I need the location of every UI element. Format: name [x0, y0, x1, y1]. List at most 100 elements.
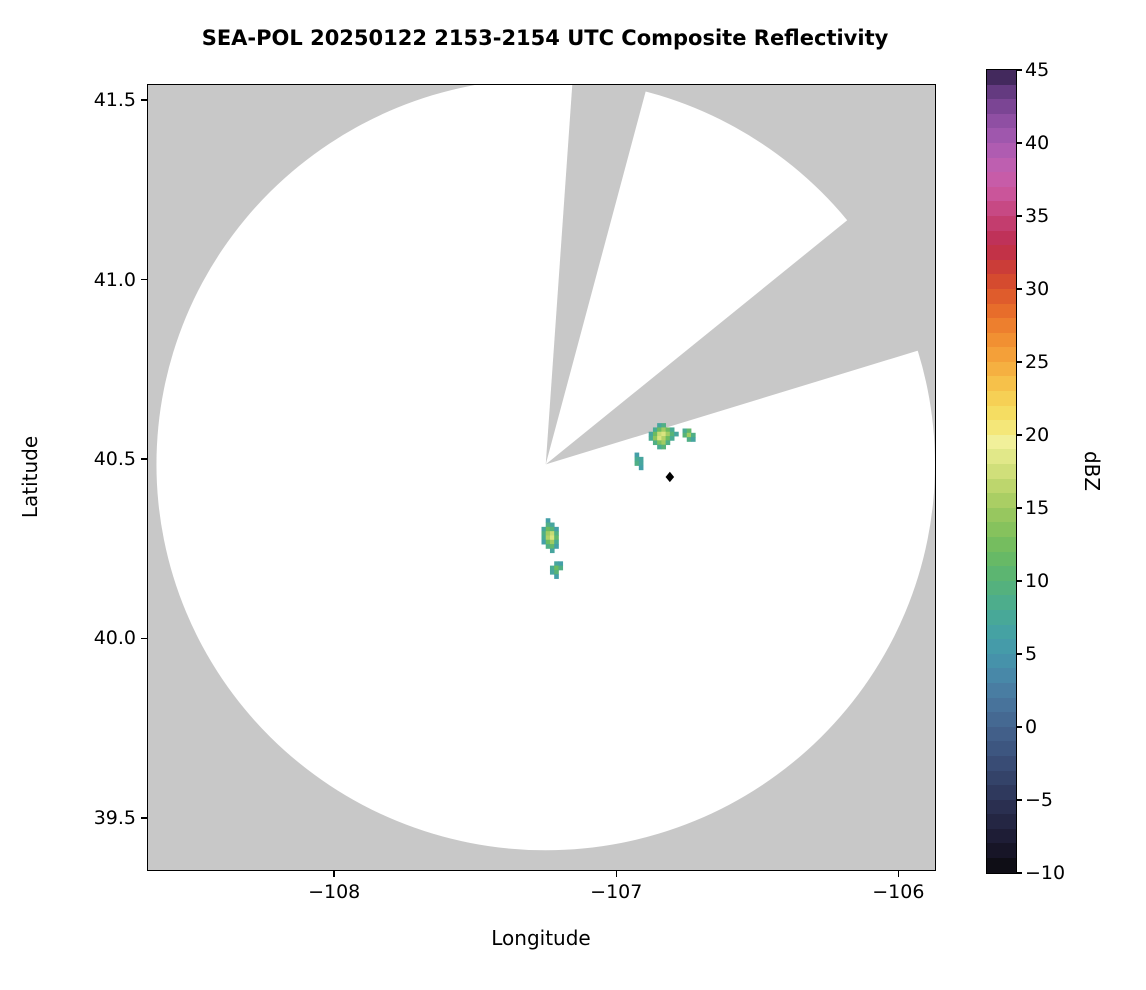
echo-cell: [634, 456, 640, 462]
colorbar-tick-label: 30: [1025, 278, 1050, 300]
colorbar-band: [987, 726, 1016, 742]
echo-cell: [638, 461, 644, 466]
colorbar-band: [987, 186, 1016, 202]
radar-map: [148, 85, 935, 870]
blocked-sector: [545, 169, 935, 465]
colorbar-band: [987, 639, 1016, 654]
echo-cell: [657, 423, 662, 428]
x-tick-label: −106: [872, 881, 925, 903]
colorbar-band: [987, 376, 1016, 392]
y-tick-label: 40.5: [93, 448, 136, 470]
echo-cell: [554, 531, 559, 536]
echo-cell: [657, 444, 662, 450]
echo-cell: [648, 436, 654, 441]
colorbar-band: [987, 420, 1016, 435]
colorbar-band: [987, 507, 1016, 523]
radar-coverage-area: [156, 85, 935, 851]
colorbar-tick-mark: [1017, 288, 1022, 290]
colorbar-tick-mark: [1017, 872, 1022, 874]
echo-cell: [665, 431, 671, 437]
echo-cell: [638, 456, 644, 462]
colorbar-band: [987, 755, 1016, 771]
x-axis-label: Longitude: [491, 926, 591, 950]
echo-cell: [549, 565, 555, 571]
echo-cell: [669, 431, 675, 437]
colorbar-band: [987, 609, 1016, 625]
echo-cell: [669, 427, 675, 433]
echo-cell: [661, 431, 667, 437]
echo-cell: [554, 574, 559, 579]
echo-cell: [634, 461, 640, 466]
echo-cell: [661, 423, 667, 428]
colorbar-band: [987, 347, 1016, 362]
echo-cell: [545, 535, 551, 541]
colorbar-tick-label: 25: [1025, 351, 1050, 373]
echo-cell: [549, 548, 555, 554]
echo-cell: [652, 427, 658, 433]
colorbar-tick-mark: [1017, 726, 1022, 728]
colorbar-tick-mark: [1017, 361, 1022, 363]
colorbar-band: [987, 580, 1016, 596]
colorbar-band: [987, 84, 1016, 100]
x-tick-mark: [333, 871, 335, 877]
colorbar-band: [987, 405, 1016, 421]
echo-cell: [549, 522, 555, 528]
colorbar-band: [987, 814, 1016, 829]
blocked-sector: [545, 85, 648, 465]
x-tick-mark: [897, 871, 900, 877]
echo-cell: [549, 526, 555, 532]
colorbar-band: [987, 858, 1016, 873]
echo-cell: [541, 539, 547, 545]
colorbar-band: [987, 566, 1016, 581]
colorbar-band: [987, 113, 1016, 129]
colorbar-band: [987, 624, 1016, 640]
colorbar-band: [987, 697, 1016, 713]
echo-cell: [686, 432, 692, 438]
echo-cell: [554, 569, 559, 575]
echo-cell: [558, 561, 564, 567]
colorbar-band: [987, 99, 1016, 114]
echo-cell: [657, 427, 662, 433]
echo-cell: [686, 437, 692, 442]
colorbar-band: [987, 828, 1016, 844]
echo-cell: [665, 436, 671, 441]
echo-cell: [634, 452, 640, 458]
colorbar-band: [987, 653, 1016, 669]
echo-cell: [549, 539, 555, 545]
y-tick-mark: [141, 637, 147, 640]
echo-cell: [657, 436, 662, 441]
echo-cell: [661, 436, 667, 441]
echo-cell: [652, 436, 658, 441]
colorbar-tick-label: −5: [1025, 789, 1054, 811]
colorbar-tick-mark: [1017, 653, 1022, 655]
echo-cell: [541, 535, 547, 541]
colorbar-tick-label: 15: [1025, 497, 1050, 519]
echo-cell: [554, 565, 559, 571]
colorbar-band: [987, 785, 1016, 800]
colorbar-tick-label: 40: [1025, 132, 1050, 154]
colorbar-band: [987, 215, 1016, 231]
y-tick-label: 40.0: [93, 627, 136, 650]
x-tick-label: −107: [590, 881, 643, 903]
colorbar-band: [987, 274, 1016, 289]
colorbar-tick-label: −10: [1025, 862, 1066, 884]
echo-cell: [665, 440, 671, 446]
echo-cell: [541, 526, 547, 532]
echo-cell: [691, 432, 696, 438]
colorbar-band: [987, 464, 1016, 479]
colorbar-tick-label: 20: [1025, 424, 1050, 446]
echo-cell: [549, 531, 555, 536]
echo-cell: [545, 544, 551, 549]
colorbar-band: [987, 449, 1016, 465]
colorbar-band: [987, 843, 1016, 859]
colorbar-band: [987, 551, 1016, 567]
echo-cell: [682, 428, 688, 434]
colorbar-band: [987, 259, 1016, 275]
echo-cell: [665, 427, 671, 433]
echo-cell: [661, 427, 667, 433]
echo-cell: [648, 431, 654, 437]
colorbar-band: [987, 434, 1016, 450]
y-tick-label: 41.5: [93, 89, 136, 112]
echo-cell: [638, 465, 644, 471]
